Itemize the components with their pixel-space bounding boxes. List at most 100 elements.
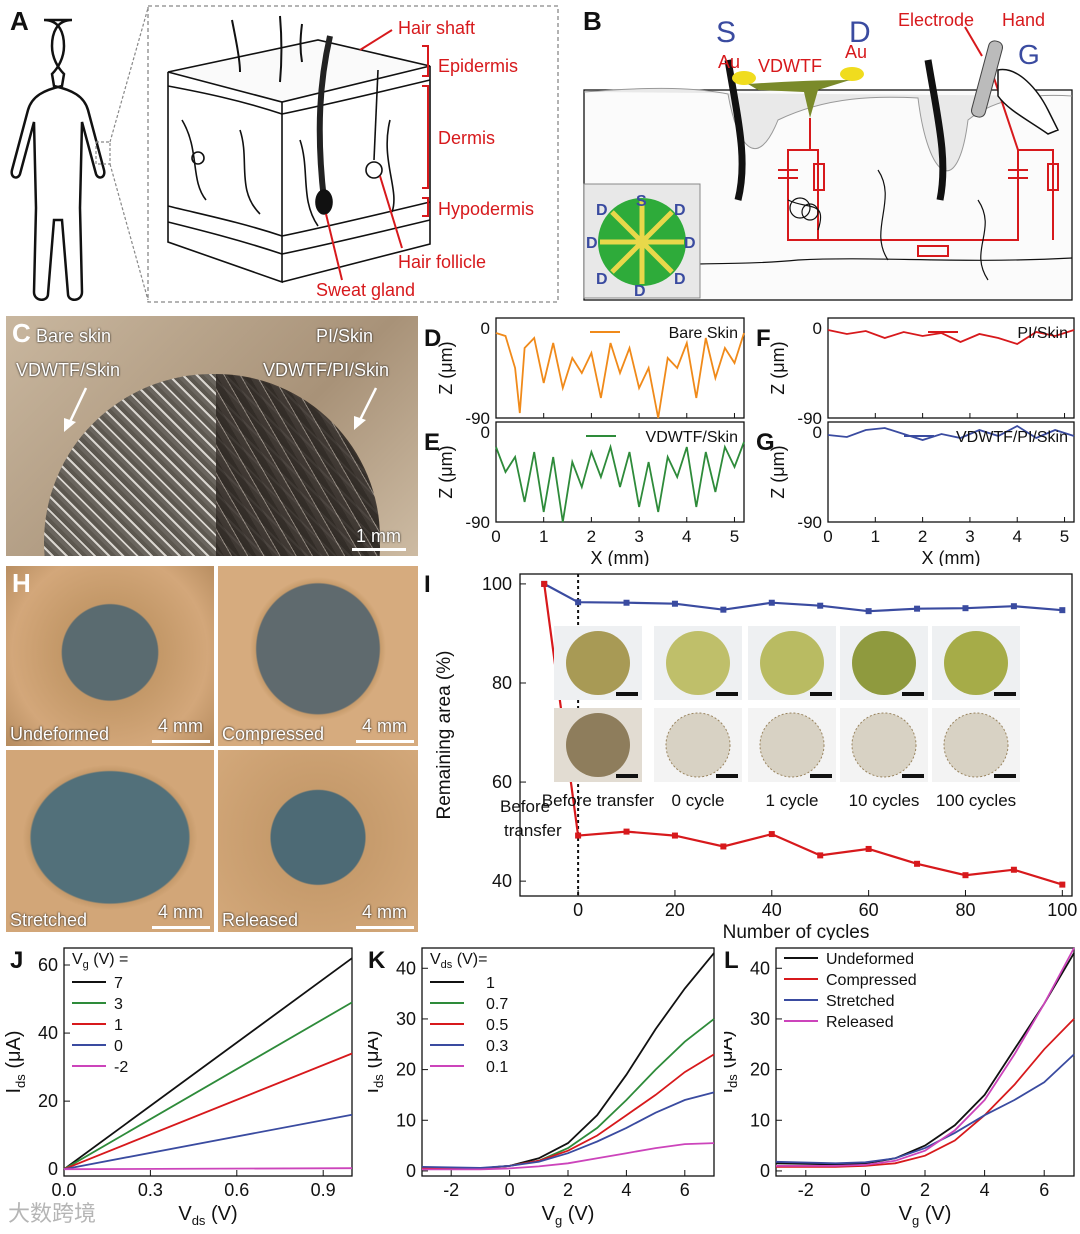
inset-caption-1: 0 cycle — [672, 791, 725, 810]
x-tick-label: 4 — [682, 527, 691, 546]
y-tick-90-g: -90 — [797, 513, 822, 532]
data-point — [768, 831, 775, 838]
h-scale-2: 4 mm — [362, 716, 407, 736]
h-caption-undeformed: Undeformed — [10, 724, 110, 744]
y-tick-0-g: 0 — [813, 423, 822, 442]
h-photo-compressed — [218, 566, 418, 746]
label-d: D — [849, 16, 871, 49]
legend-label-2: Stretched — [826, 993, 894, 1010]
y-tick-label: 0 — [406, 1161, 416, 1181]
x-tick-label: 1 — [539, 527, 548, 546]
label-vdwtf: VDWTF — [758, 56, 822, 76]
data-point — [1010, 603, 1017, 610]
h-caption-compressed: Compressed — [222, 724, 325, 744]
x-tick-label: 0 — [505, 1180, 515, 1200]
c-label-bare-skin: Bare skin — [36, 326, 112, 346]
annotation-transfer: transfer — [504, 821, 562, 840]
au-pad-right — [840, 67, 864, 81]
inset-scale-top-0 — [616, 692, 638, 696]
y-tick-label: 40 — [750, 958, 770, 978]
plot-frame-g — [827, 421, 1075, 523]
x-tick-label: 6 — [680, 1180, 690, 1200]
label-hair-shaft: Hair shaft — [398, 18, 475, 38]
plot-frame-l — [775, 947, 1075, 1177]
y-axis-label-j: Ids (μA) — [3, 1030, 28, 1093]
y-axis-label-i: Remaining area (%) — [434, 651, 455, 820]
y-tick-label: 100 — [482, 574, 512, 594]
device-inset: S D D D D D D D — [583, 183, 701, 300]
panel-label-h: H — [12, 568, 31, 598]
x-tick-label: 2 — [920, 1180, 930, 1200]
series-line-2 — [63, 1052, 353, 1171]
y-tick-label: 20 — [396, 1060, 416, 1080]
data-point — [575, 832, 582, 839]
y-tick-label: 40 — [38, 1023, 58, 1043]
legend-label-1: 3 — [114, 996, 123, 1013]
y-tick-label: 80 — [492, 673, 512, 693]
plot-frame-k — [421, 947, 715, 1177]
legend-label-2: 0.5 — [486, 1017, 508, 1034]
panel-label-a: A — [10, 6, 29, 36]
x-tick-label: 40 — [762, 900, 782, 920]
y-tick-label: 10 — [750, 1110, 770, 1130]
panel-label-i: I — [424, 571, 431, 598]
x-axis-label-j: Vds (V) — [178, 1203, 237, 1228]
y-tick-label: 40 — [396, 958, 416, 978]
plot-frame-i — [519, 573, 1073, 897]
h-caption-stretched: Stretched — [10, 910, 88, 930]
x-tick-label: -2 — [798, 1180, 814, 1200]
panel-c-photo — [6, 316, 418, 556]
y-tick-label: 20 — [38, 1091, 58, 1111]
panel-k-chart: K 0 10 20 30 40 -2 0 2 4 6 Vg (V) Ids (μA) Vds (V)= 1 0… — [368, 947, 715, 1228]
x-axis-label-g: X (mm) — [922, 548, 981, 566]
label-sweat-gland: Sweat gland — [316, 280, 415, 300]
legend-label-1: 0.7 — [486, 996, 508, 1013]
panel-label-e: E — [424, 429, 440, 456]
x-tick-label: 0 — [823, 527, 832, 546]
inset-disc-top-4 — [944, 631, 1008, 695]
c-label-vdwtf-pi-skin: VDWTF/PI/Skin — [263, 360, 390, 380]
x-tick-label: 20 — [665, 900, 685, 920]
h-photo-stretched — [6, 750, 214, 932]
label-s: S — [716, 16, 736, 49]
h-photo-released — [218, 750, 418, 932]
inset-scale-bottom-0 — [616, 774, 638, 778]
y-tick-label: 60 — [492, 772, 512, 792]
hand-electrode — [970, 40, 1060, 135]
label-hair-follicle: Hair follicle — [398, 252, 486, 272]
x-tick-label: 0 — [860, 1180, 870, 1200]
y-tick-0-e: 0 — [481, 423, 490, 442]
label-dermis: Dermis — [438, 128, 495, 148]
inset-disc-bottom-1 — [665, 712, 731, 778]
series-line-0 — [775, 952, 1075, 1166]
svg-text:D: D — [674, 271, 686, 288]
panel-label-b: B — [583, 6, 602, 36]
au-pad-left — [732, 71, 756, 85]
x-tick-label: 100 — [1047, 900, 1077, 920]
y-tick-label: 0 — [760, 1161, 770, 1181]
legend-label-1: Compressed — [826, 972, 917, 989]
y-tick-label: 30 — [750, 1009, 770, 1029]
inset-scale-bottom-3 — [902, 774, 924, 778]
y-tick-label: 10 — [396, 1110, 416, 1130]
inset-disc-top-3 — [852, 631, 916, 695]
label-hand: Hand — [1002, 10, 1045, 30]
x-axis-label-l: Vg (V) — [899, 1203, 952, 1228]
y-axis-label-l: Ids (μA) — [724, 1030, 740, 1093]
svg-text:D: D — [596, 271, 608, 288]
x-tick-label: 2 — [587, 527, 596, 546]
data-point — [575, 599, 582, 606]
h-photo-undeformed — [6, 566, 214, 746]
profile-line-d — [495, 332, 745, 419]
x-axis-label-k: Vg (V) — [542, 1203, 595, 1228]
panel-i-chart: I 40 60 80 100 0 20 40 60 80 100 Number of cycles Re… — [424, 571, 1077, 940]
panel-j-chart: J 0 20 40 60 0.0 0.3 0.6 0.9 Vds (V) Ids (μA) Vg (V… — [3, 947, 353, 1228]
data-point — [817, 602, 824, 609]
inset-caption-4: 100 cycles — [936, 791, 1016, 810]
data-point — [720, 606, 727, 613]
svg-text:S: S — [636, 193, 647, 210]
panel-label-l: L — [724, 947, 739, 974]
data-point — [914, 860, 921, 867]
legend-title-j: Vg (V) = — [72, 951, 128, 971]
y-tick-90-f: -90 — [797, 409, 822, 428]
